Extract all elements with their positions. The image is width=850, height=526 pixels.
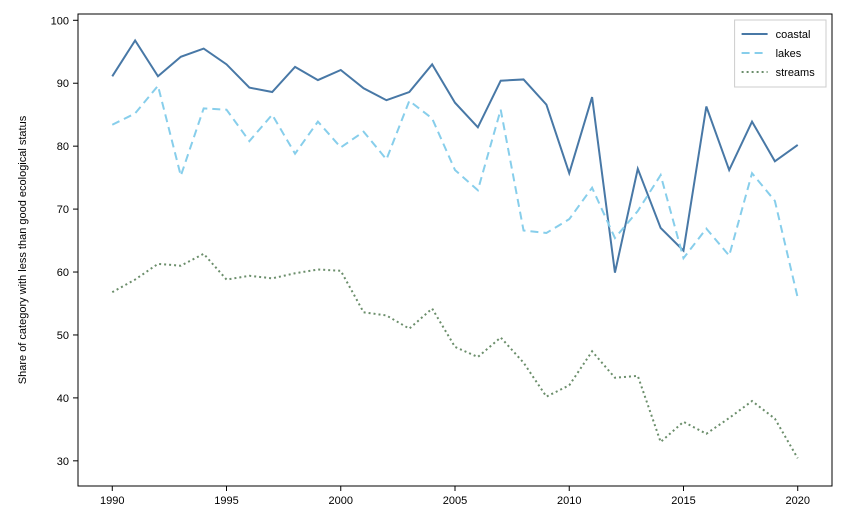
series-line-lakes xyxy=(112,86,797,298)
x-tick-label: 2005 xyxy=(443,495,467,507)
x-tick-label: 2000 xyxy=(329,495,353,507)
y-tick-label: 80 xyxy=(57,141,69,153)
y-tick-label: 40 xyxy=(57,393,69,405)
series-line-coastal xyxy=(112,40,797,272)
plot-frame xyxy=(78,14,832,486)
y-tick-label: 60 xyxy=(57,267,69,279)
legend-label-streams: streams xyxy=(776,67,816,79)
x-tick-label: 1995 xyxy=(214,495,238,507)
series-line-streams xyxy=(112,254,797,459)
x-tick-label: 2010 xyxy=(557,495,581,507)
y-tick-label: 30 xyxy=(57,456,69,468)
x-tick-label: 1990 xyxy=(100,495,124,507)
legend-label-coastal: coastal xyxy=(776,29,811,41)
y-tick-label: 100 xyxy=(51,15,69,27)
y-tick-label: 70 xyxy=(57,204,69,216)
x-tick-label: 2015 xyxy=(671,495,695,507)
x-tick-label: 2020 xyxy=(785,495,809,507)
y-axis-label: Share of category with less than good ec… xyxy=(17,115,29,384)
legend-label-lakes: lakes xyxy=(776,48,802,60)
y-tick-label: 90 xyxy=(57,78,69,90)
line-chart: 1990 1995 2000 2005 2010 2015 2020 30 40 50 60 70 80… xyxy=(0,0,850,526)
y-tick-label: 50 xyxy=(57,330,69,342)
